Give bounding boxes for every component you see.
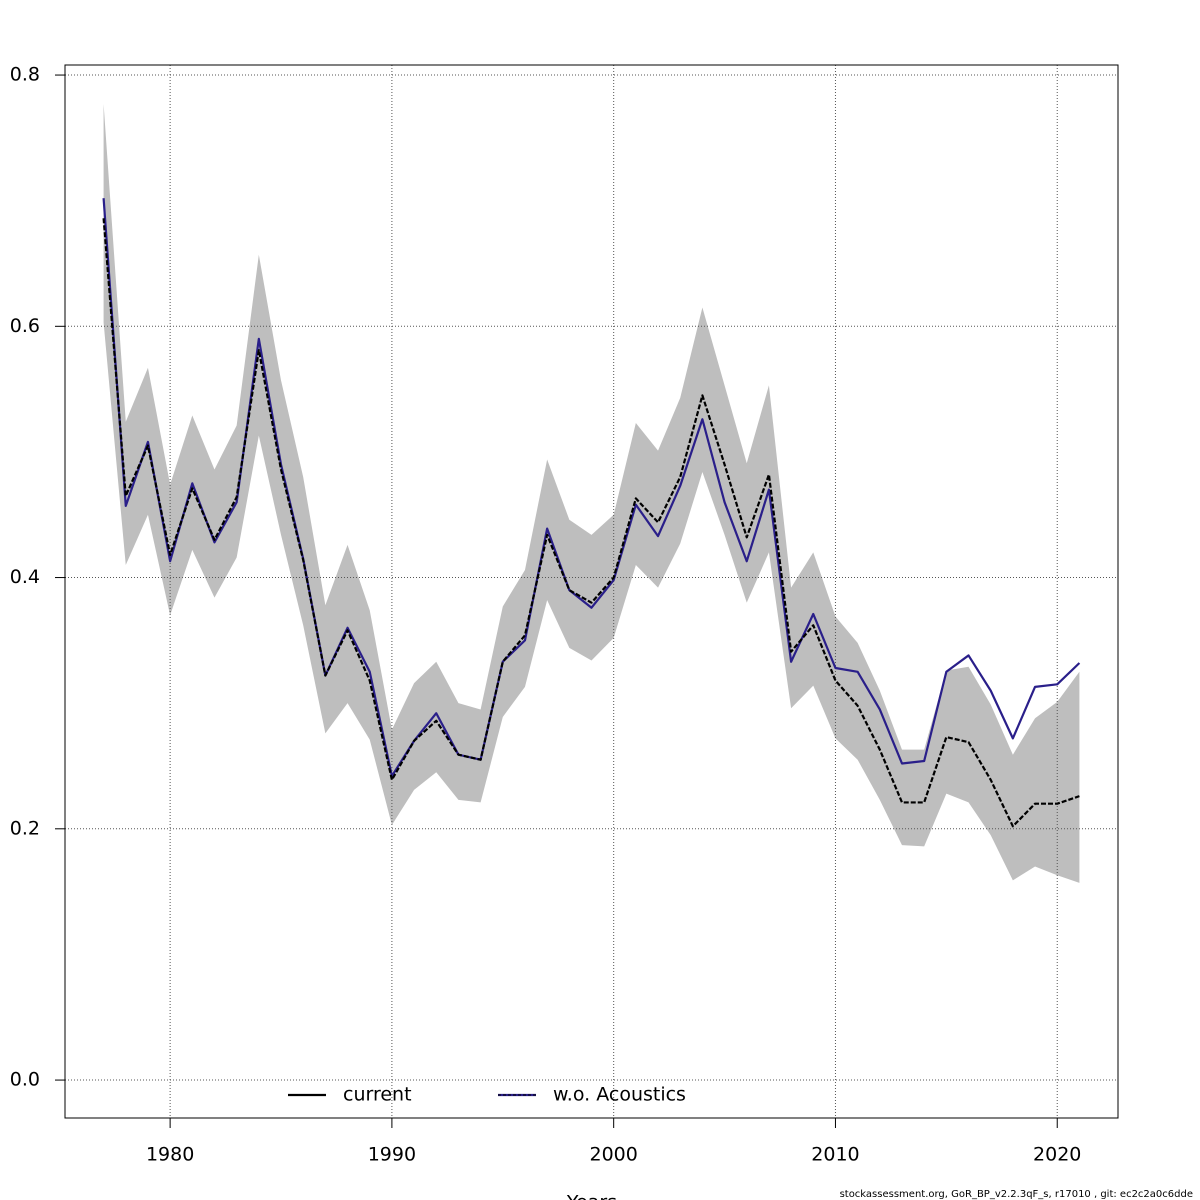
y-tick-label: 0.6: [10, 315, 40, 337]
y-tick-label: 0.8: [10, 64, 40, 86]
x-tick-label: 1980: [146, 1144, 194, 1166]
plot-frame: [64, 64, 1119, 1119]
y-tick-label: 0.0: [10, 1069, 40, 1091]
confidence-band: [103, 103, 1080, 883]
x-tick-label: 2010: [811, 1144, 859, 1166]
legend-label: w.o. Acoustics: [553, 1084, 686, 1106]
x-tick-label: 2000: [589, 1144, 637, 1166]
line: [102, 218, 1080, 828]
footer: stockassessment.org, GoR_BP_v2.2.3qF_s, …: [840, 1189, 1193, 1200]
x-tick-label: 2020: [1033, 1144, 1081, 1166]
legend-label: current: [343, 1084, 412, 1106]
x-axis-label: Years: [566, 1192, 617, 1200]
x-tick-label: 1990: [368, 1144, 416, 1166]
y-tick-label: 0.2: [10, 817, 40, 839]
y-tick-label: 0.4: [10, 566, 40, 588]
line: [102, 198, 1081, 778]
